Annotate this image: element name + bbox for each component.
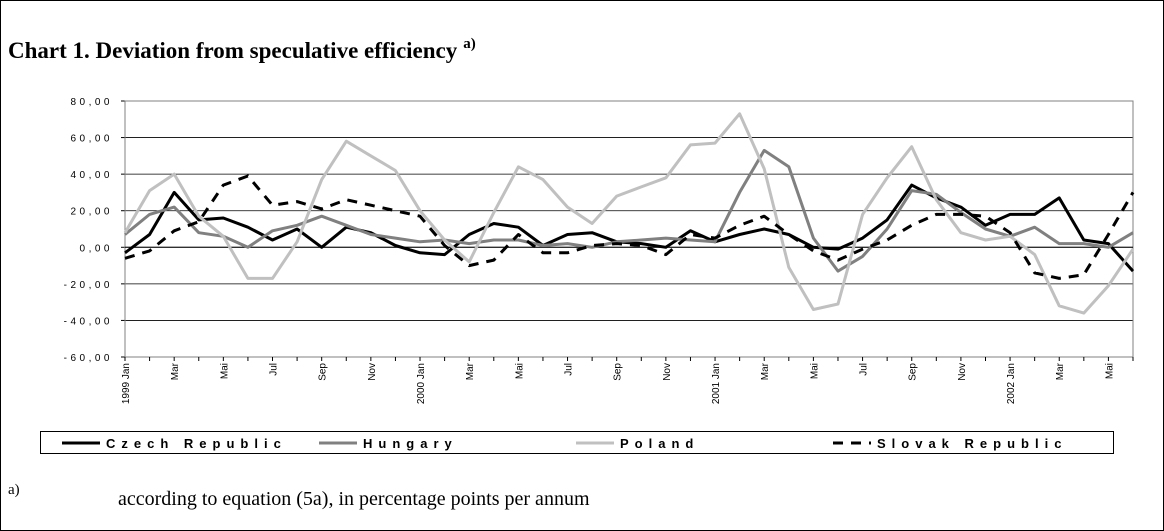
y-tick-label: 40,00 — [70, 170, 113, 181]
legend-box — [40, 431, 1114, 454]
y-tick-label: 0,00 — [80, 243, 113, 254]
x-tick-label: Jul — [269, 363, 280, 376]
plot-area — [124, 100, 1134, 358]
x-tick-label: 1999 Jan — [121, 363, 132, 404]
title-superscript: a) — [463, 36, 476, 52]
legend-label: Czech Republic — [106, 436, 287, 451]
series-line — [123, 112, 1135, 315]
y-tick-label: -40,00 — [64, 316, 113, 327]
x-tick-label: Mai — [219, 363, 230, 379]
x-tick-label: Jul — [859, 363, 870, 376]
x-tick-label: Mai — [1104, 363, 1115, 379]
series-line — [124, 148, 1134, 273]
x-tick-label: Sep — [908, 363, 919, 381]
x-tick-label: Nov — [957, 363, 968, 381]
legend-label: Poland — [620, 436, 699, 451]
series-line — [124, 183, 1135, 273]
x-tick-label: Sep — [318, 363, 329, 381]
x-tick-label: Mar — [1055, 362, 1066, 380]
legend-label: Hungary — [363, 436, 458, 451]
y-tick-label: 80,00 — [70, 97, 113, 108]
y-tick-label: -60,00 — [64, 353, 113, 364]
x-tick-label: Mai — [809, 363, 820, 379]
x-tick-label: Nov — [367, 363, 378, 381]
x-tick-label: Sep — [613, 363, 624, 381]
x-tick-label: Nov — [662, 363, 673, 381]
y-tick-label: 60,00 — [70, 134, 113, 145]
x-tick-label: Mar — [465, 362, 476, 380]
y-tick-label: -20,00 — [64, 280, 113, 291]
x-tick-label: Jul — [564, 363, 575, 376]
chart-title: Chart 1. Deviation from speculative effi… — [8, 36, 476, 63]
title-text: Chart 1. Deviation from speculative effi… — [8, 38, 458, 63]
y-tick-label: 20,00 — [70, 207, 113, 218]
footnote: according to equation (5a), in percentag… — [118, 488, 590, 510]
footnote-marker: a) — [8, 482, 20, 498]
x-tick-label: Mar — [170, 362, 181, 380]
x-tick-label: Mai — [514, 363, 525, 379]
x-tick-label: 2002 Jan — [1006, 363, 1017, 404]
legend-label: Slovak Republic — [877, 436, 1067, 451]
x-tick-label: Mar — [760, 362, 771, 380]
x-tick-label: 2001 Jan — [711, 363, 722, 404]
x-tick-label: 2000 Jan — [416, 363, 427, 404]
